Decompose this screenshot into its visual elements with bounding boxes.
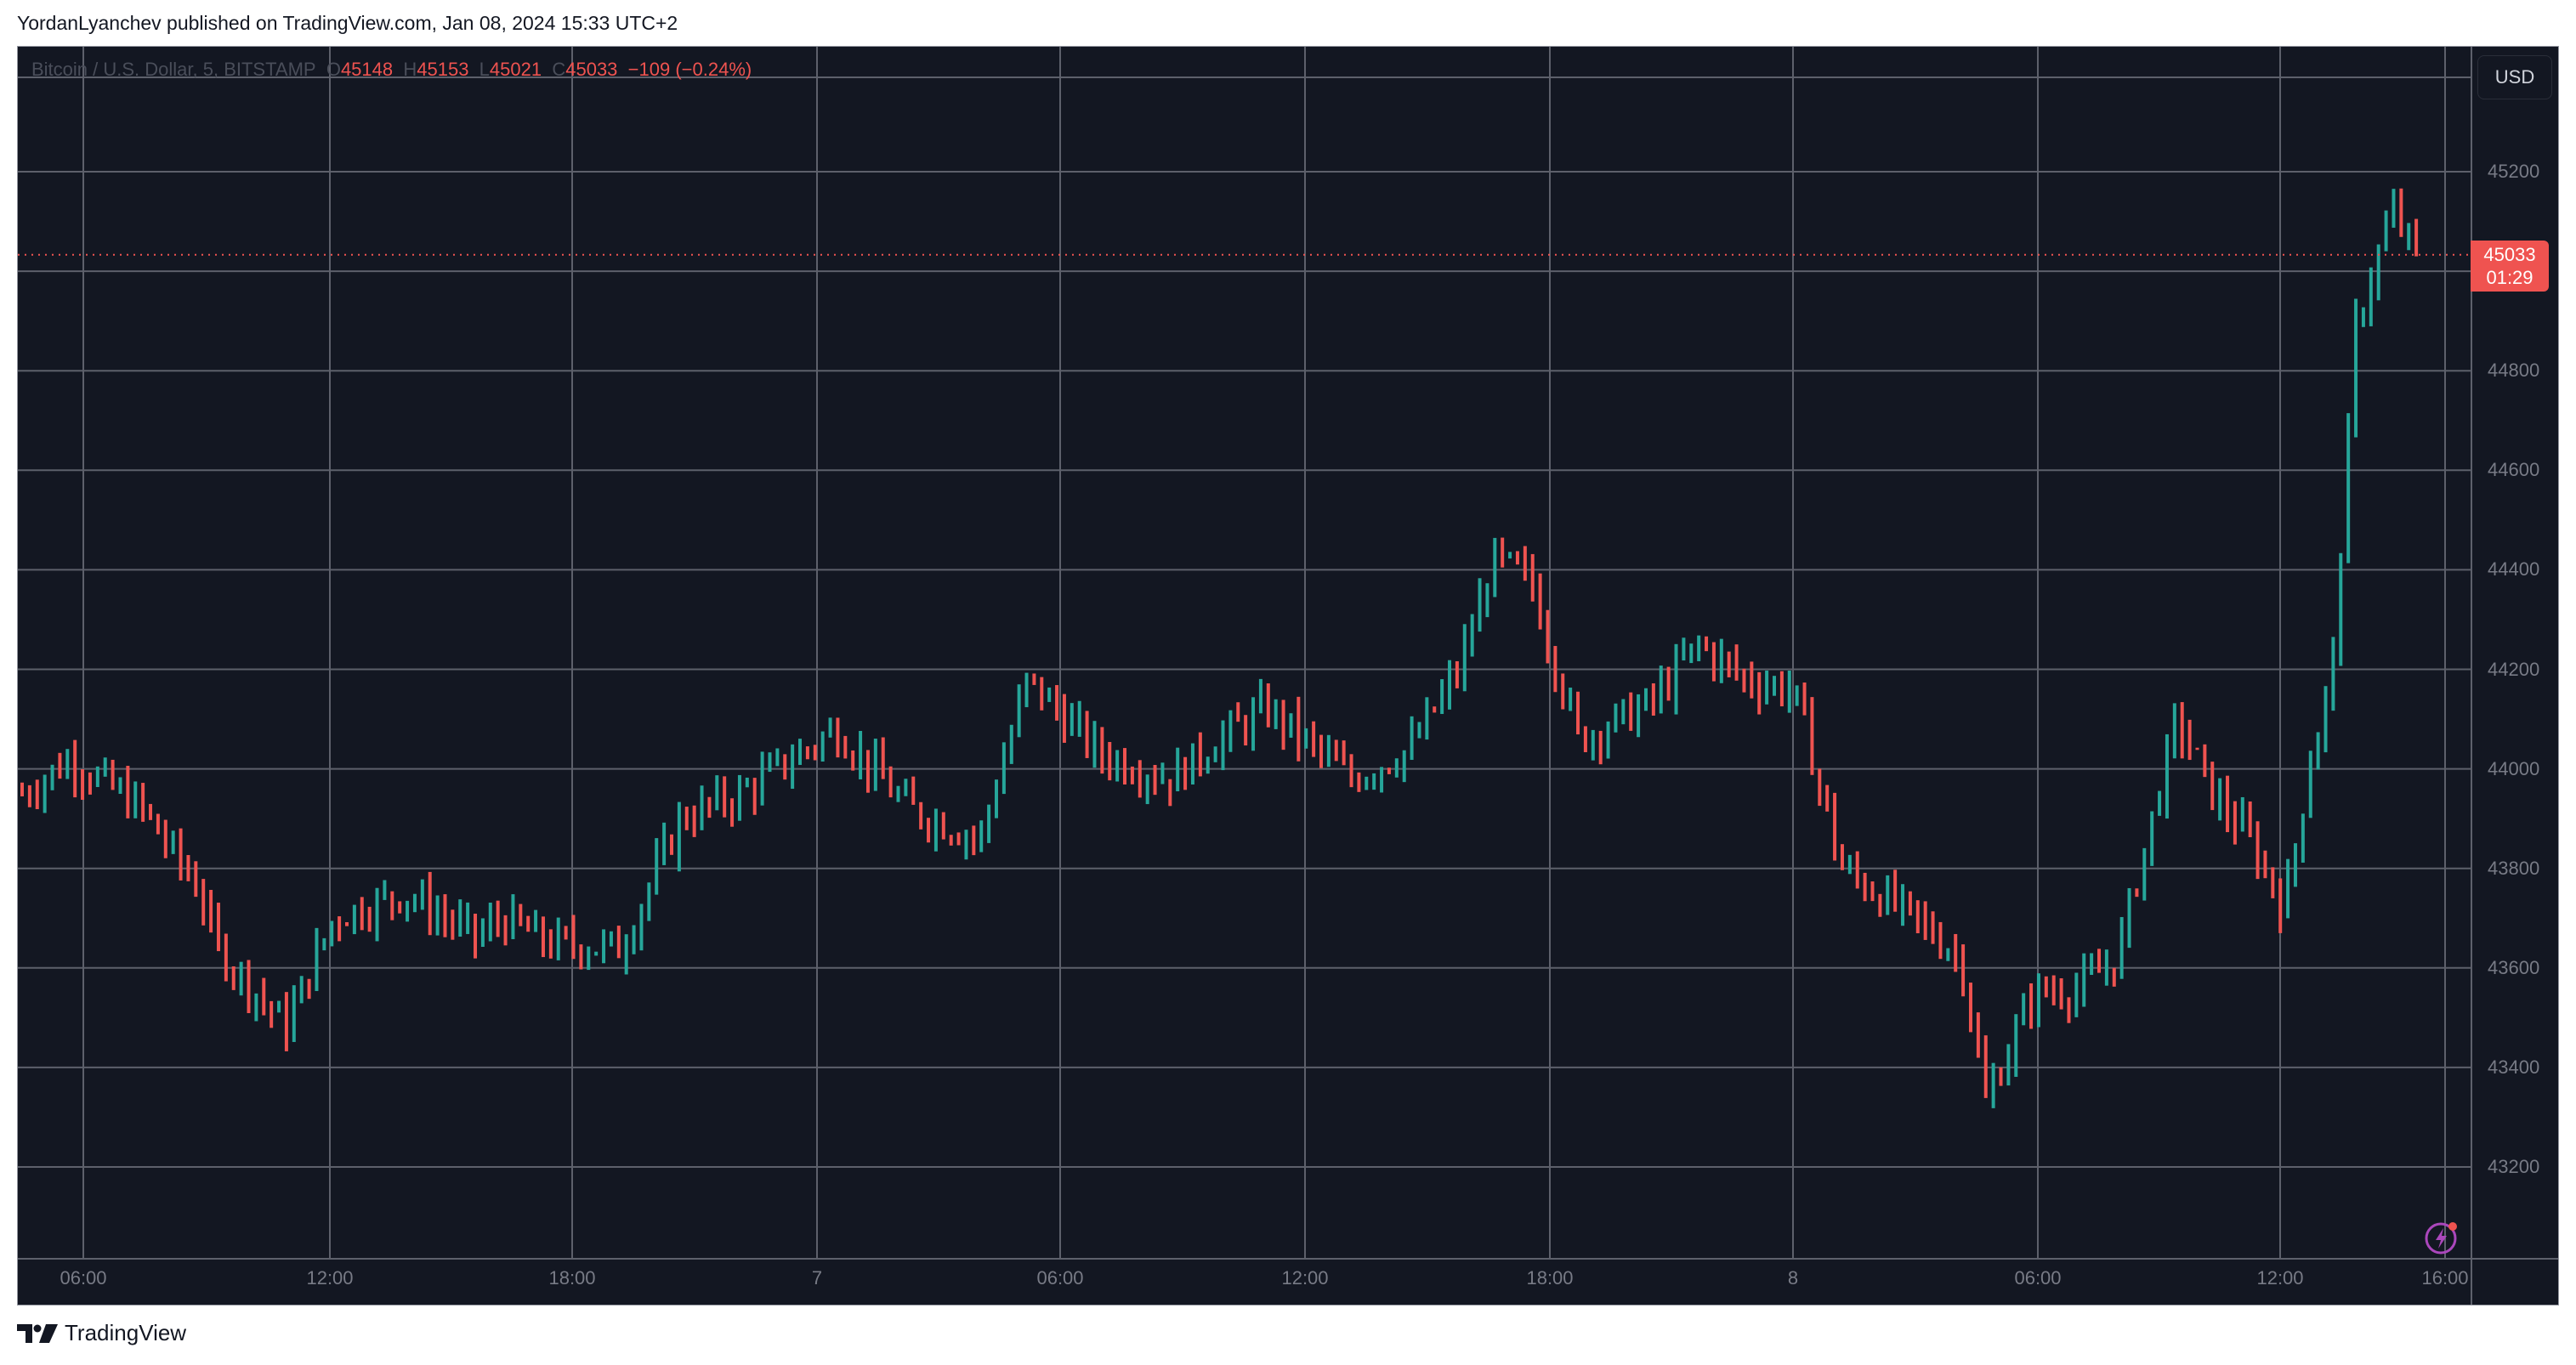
price-tick-label: 44000 (2488, 757, 2540, 779)
symbol-legend[interactable]: Bitcoin / U.S. Dollar, 5, BITSTAMP O4514… (31, 59, 752, 80)
price-tick-label: 44200 (2488, 658, 2540, 680)
time-tick-label: 06:00 (2014, 1267, 2062, 1289)
price-tick-label: 44800 (2488, 360, 2540, 382)
close-value: 45033 (565, 59, 618, 80)
time-tick-label: 06:00 (1036, 1267, 1084, 1289)
chart-frame[interactable]: Bitcoin / U.S. Dollar, 5, BITSTAMP O4514… (17, 46, 2559, 1306)
brand-name: TradingView (65, 1320, 187, 1345)
time-tick-label: 8 (1787, 1267, 1799, 1289)
price-tick-label: 43800 (2488, 857, 2540, 879)
time-tick-label: 06:00 (60, 1267, 107, 1289)
open-value: 45148 (340, 59, 394, 80)
time-tick-label: 18:00 (548, 1267, 596, 1289)
time-tick-label: 12:00 (1281, 1267, 1329, 1289)
currency-button[interactable]: USD (2477, 55, 2552, 99)
price-tick-label: 44400 (2488, 558, 2540, 581)
change-value: −109 (−0.24%) (627, 59, 752, 80)
time-tick-label: 12:00 (2256, 1267, 2304, 1289)
price-tick-label: 43200 (2488, 1156, 2540, 1177)
last-price-tag: 45033 01:29 (2471, 241, 2549, 292)
price-tick-label: 45200 (2488, 161, 2540, 182)
tradingview-logo-icon (17, 1323, 58, 1343)
bar-countdown: 01:29 (2486, 267, 2533, 288)
tradingview-logo[interactable]: TradingView (17, 1320, 186, 1346)
lightning-alert-icon[interactable] (2424, 1218, 2461, 1255)
time-tick-label: 7 (811, 1267, 823, 1289)
high-value: 45153 (417, 59, 469, 80)
candlestick-chart[interactable] (18, 47, 2558, 1305)
price-tick-label: 43600 (2488, 956, 2540, 978)
symbol-name: Bitcoin / U.S. Dollar, 5, BITSTAMP (31, 59, 316, 80)
publish-info: YordanLyanchev published on TradingView.… (17, 12, 678, 34)
time-tick-label: 16:00 (2421, 1267, 2469, 1289)
price-tick-label: 44600 (2488, 459, 2540, 481)
last-price: 45033 (2483, 244, 2536, 265)
price-tick-label: 43400 (2488, 1056, 2540, 1078)
low-value: 45021 (489, 59, 542, 80)
time-tick-label: 12:00 (306, 1267, 354, 1289)
time-tick-label: 18:00 (1526, 1267, 1574, 1289)
